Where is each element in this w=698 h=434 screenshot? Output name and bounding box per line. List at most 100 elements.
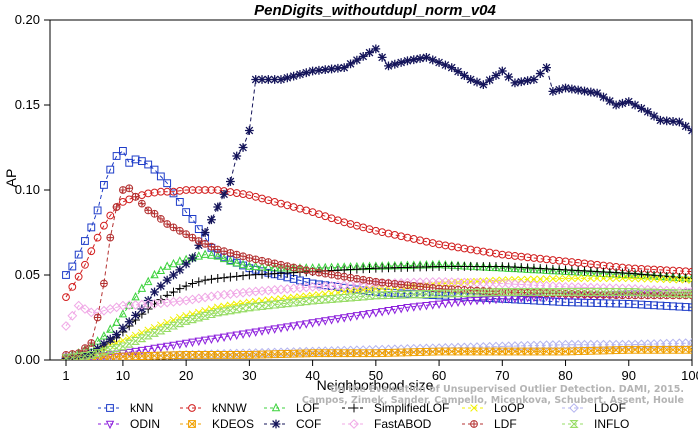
point-ldf-33 bbox=[264, 258, 273, 266]
point-ldof-84 bbox=[585, 339, 596, 350]
point-cof-97 bbox=[668, 117, 678, 126]
point-ldf-5 bbox=[87, 339, 96, 347]
x-tick-label-6: 60 bbox=[432, 368, 446, 383]
point-ldf-46 bbox=[346, 273, 355, 282]
point-cof-80 bbox=[561, 83, 570, 93]
point-cof-99 bbox=[681, 121, 691, 131]
point-lof-27 bbox=[226, 256, 235, 265]
point-knn-4 bbox=[81, 237, 89, 245]
legend-label-simplifiedlof: SimplifiedLOF bbox=[374, 401, 449, 415]
point-knn-19 bbox=[175, 198, 184, 206]
point-lof-82 bbox=[573, 267, 583, 276]
point-lof-7 bbox=[99, 331, 109, 340]
point-odin-21 bbox=[188, 338, 197, 348]
point-loop-81 bbox=[568, 274, 576, 283]
point-cof-96 bbox=[662, 116, 672, 126]
point-cof-58 bbox=[422, 53, 431, 62]
point-ldof-82 bbox=[573, 339, 584, 350]
point-lof-76 bbox=[536, 265, 545, 274]
point-cof-75 bbox=[529, 75, 539, 84]
point-cof-27 bbox=[226, 177, 235, 186]
point-loop-79 bbox=[555, 274, 563, 283]
point-inflo-25 bbox=[213, 308, 223, 317]
y-tick-label-2: 0.10 bbox=[15, 182, 40, 197]
point-inflo-1 bbox=[61, 354, 71, 360]
point-cof-26 bbox=[219, 189, 229, 199]
point-knnw-3 bbox=[74, 272, 83, 281]
point-kdeos-74 bbox=[523, 347, 532, 356]
point-knn-20 bbox=[182, 208, 191, 216]
plot-area bbox=[49, 19, 693, 361]
point-ldof-100 bbox=[687, 338, 692, 348]
point-lof-81 bbox=[567, 266, 577, 276]
point-lof-29 bbox=[238, 259, 248, 269]
point-inflo-9 bbox=[111, 344, 122, 352]
point-cof-35 bbox=[276, 75, 286, 84]
legend-label-knn: kNN bbox=[130, 401, 153, 415]
point-lof-77 bbox=[542, 265, 551, 274]
point-ldf-37 bbox=[289, 263, 298, 272]
point-loop-96 bbox=[662, 275, 671, 284]
point-cof-72 bbox=[510, 78, 520, 88]
point-simplifiedlof-27 bbox=[226, 272, 235, 282]
point-knn-14 bbox=[144, 160, 153, 169]
x-tick-label-4: 40 bbox=[305, 368, 319, 383]
point-ldof-85 bbox=[592, 339, 603, 350]
point-ldf-54 bbox=[397, 280, 406, 289]
point-odin-54 bbox=[396, 305, 406, 314]
point-knnw-55 bbox=[403, 233, 412, 242]
point-odin-64 bbox=[460, 297, 469, 307]
point-ldf-45 bbox=[340, 272, 349, 281]
point-knn-7 bbox=[100, 181, 108, 189]
point-odin-68 bbox=[485, 296, 494, 305]
point-odin-31 bbox=[251, 328, 260, 337]
point-ldof-88 bbox=[611, 339, 622, 350]
point-ldf-56 bbox=[409, 281, 418, 290]
point-ldf-32 bbox=[258, 256, 266, 265]
point-simplifiedlof-28 bbox=[232, 271, 242, 281]
point-lof-18 bbox=[169, 258, 178, 268]
point-inflo-48 bbox=[358, 292, 368, 301]
point-kdeos-60 bbox=[435, 347, 443, 356]
point-lof-28 bbox=[232, 257, 241, 267]
legend-item-loop: LoOP bbox=[462, 401, 525, 415]
point-ldof-83 bbox=[579, 339, 590, 350]
point-ldf-29 bbox=[239, 252, 247, 261]
point-knn-16 bbox=[156, 172, 165, 181]
legend-item-simplifiedlof: SimplifiedLOF bbox=[342, 401, 449, 415]
point-ldf-26 bbox=[220, 247, 228, 256]
point-loop-82 bbox=[574, 274, 582, 283]
point-cof-18 bbox=[169, 270, 178, 280]
point-odin-23 bbox=[200, 336, 210, 346]
point-cof-56 bbox=[409, 55, 419, 65]
point-ldf-44 bbox=[333, 271, 342, 280]
point-ldf-50 bbox=[371, 277, 380, 286]
point-odin-34 bbox=[270, 325, 279, 334]
legend-item-inflo: INFLO bbox=[562, 417, 629, 431]
point-cof-52 bbox=[384, 61, 393, 71]
point-knn-3 bbox=[74, 250, 83, 259]
point-simplifiedlof-100 bbox=[687, 274, 692, 283]
point-loop-100 bbox=[688, 276, 692, 284]
point-odin-99 bbox=[681, 289, 690, 298]
legend-item-ldf: LDF bbox=[462, 417, 517, 431]
point-loop-85 bbox=[593, 274, 601, 283]
point-knn-1 bbox=[62, 271, 70, 279]
point-kdeos-91 bbox=[631, 345, 639, 354]
point-odin-39 bbox=[302, 320, 311, 329]
point-ldf-47 bbox=[352, 274, 361, 283]
point-knn-21 bbox=[188, 215, 197, 223]
point-cof-73 bbox=[516, 77, 526, 87]
point-odin-49 bbox=[365, 310, 374, 319]
point-inflo-46 bbox=[345, 293, 356, 302]
point-ldf-35 bbox=[277, 260, 285, 269]
point-knn-2 bbox=[68, 262, 77, 271]
point-inflo-37 bbox=[289, 298, 299, 307]
point-knnw-36 bbox=[283, 201, 292, 210]
point-ldf-38 bbox=[296, 264, 304, 273]
point-odin-44 bbox=[333, 315, 343, 324]
point-lof-12 bbox=[131, 291, 140, 301]
x-axis-label: Neighborhood size bbox=[317, 377, 434, 393]
point-inflo-42 bbox=[320, 295, 330, 304]
point-inflo-11 bbox=[124, 339, 134, 348]
